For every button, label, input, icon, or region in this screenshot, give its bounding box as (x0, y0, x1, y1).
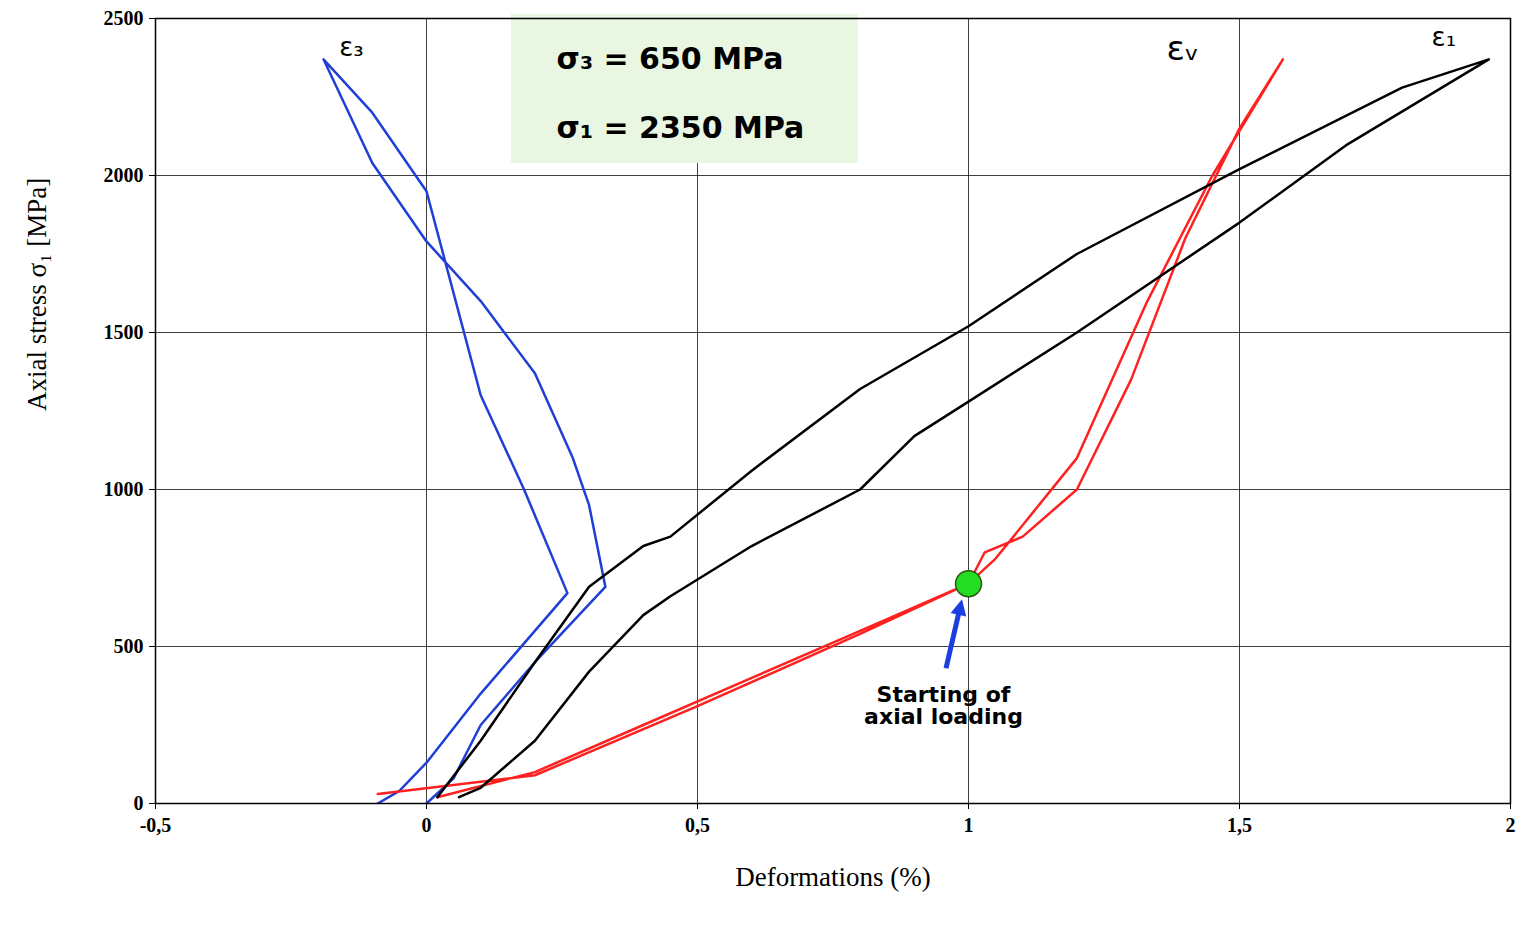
svg-text:Deformations (%): Deformations (%) (735, 862, 931, 892)
svg-text:2000: 2000 (104, 164, 144, 186)
svg-text:εᵥ: εᵥ (1167, 28, 1200, 68)
svg-text:0: 0 (134, 792, 144, 814)
svg-text:1500: 1500 (104, 321, 144, 343)
svg-text:σ₁ = 2350 MPa: σ₁ = 2350 MPa (557, 110, 805, 145)
svg-text:0: 0 (422, 814, 432, 836)
svg-text:σ₃ = 650 MPa: σ₃ = 650 MPa (557, 41, 784, 76)
svg-text:ε₃: ε₃ (339, 32, 363, 62)
svg-text:2500: 2500 (104, 7, 144, 29)
svg-text:Axial stress σ₁ [MPa]: Axial stress σ₁ [MPa] (22, 178, 52, 411)
svg-text:2: 2 (1506, 814, 1516, 836)
svg-text:1000: 1000 (104, 478, 144, 500)
svg-text:ε₁: ε₁ (1432, 22, 1456, 52)
svg-text:Starting ofaxial loading: Starting ofaxial loading (864, 682, 1023, 729)
svg-text:0,5: 0,5 (685, 814, 710, 836)
svg-text:1: 1 (964, 814, 974, 836)
svg-text:-0,5: -0,5 (140, 814, 172, 836)
svg-text:500: 500 (114, 635, 144, 657)
svg-text:1,5: 1,5 (1227, 814, 1252, 836)
